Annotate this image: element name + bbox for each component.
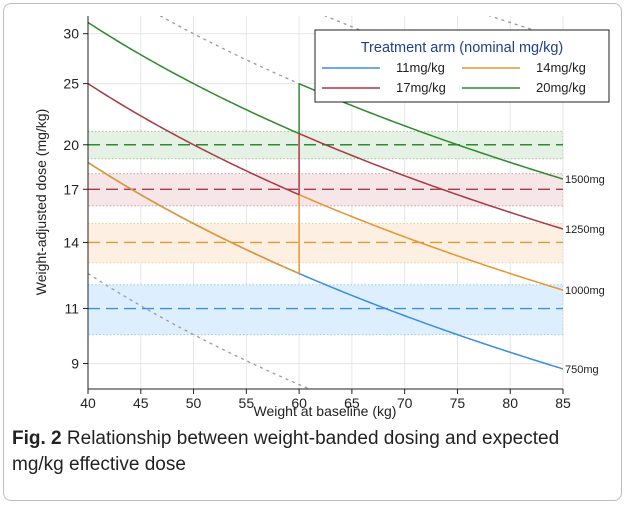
series-line <box>88 161 300 275</box>
reference-curve <box>88 272 312 389</box>
legend-title: Treatment arm (nominal mg/kg) <box>361 40 564 56</box>
series-line <box>298 132 563 230</box>
reference-dose-label: 1500mg <box>565 174 605 186</box>
x-tick-label: 80 <box>502 395 518 411</box>
x-tick-label: 50 <box>186 395 202 411</box>
figure-caption: Fig. 2 Relationship between weight-bande… <box>12 426 612 478</box>
reference-dose-label: 1000mg <box>565 285 605 297</box>
x-tick-label: 45 <box>133 395 149 411</box>
y-tick-label: 30 <box>63 26 79 42</box>
legend-label: 11mg/kg <box>396 60 445 75</box>
legend-label: 20mg/kg <box>536 80 586 95</box>
reference-dose-labels: 750mg 1000mg 1250mg 1500mg <box>565 174 605 376</box>
x-tick-label: 60 <box>291 395 307 411</box>
x-tick-label: 40 <box>80 395 96 411</box>
series-line <box>298 272 563 370</box>
target-band <box>88 284 563 336</box>
y-axis-title: Weight-adjusted dose (mg/kg) <box>33 109 49 296</box>
target-bands <box>88 130 563 336</box>
y-tick-label: 20 <box>63 137 79 153</box>
y-tick-label: 11 <box>64 301 79 317</box>
x-tick-label: 65 <box>344 395 360 411</box>
reference-dose-label: 1250mg <box>565 224 605 236</box>
axes: 40 45 50 55 60 65 70 75 80 85 9 11 14 17 20 25 30 <box>63 16 571 411</box>
y-tick-label: 9 <box>71 355 79 371</box>
chart: 750mg 1000mg 1250mg 1500mg 40 45 50 55 60 65 70 75… <box>33 16 610 419</box>
x-tick-label: 85 <box>555 395 571 411</box>
x-tick-label: 55 <box>239 395 255 411</box>
x-tick-label: 70 <box>397 395 413 411</box>
series-lines <box>88 21 563 370</box>
caption-text: Relationship between weight-banded dosin… <box>12 428 560 475</box>
legend-box <box>314 29 610 103</box>
caption-label: Fig. 2 <box>12 428 62 449</box>
legend-label: 14mg/kg <box>536 60 586 75</box>
x-tick-label: 75 <box>450 395 466 411</box>
y-tick-label: 17 <box>63 181 79 197</box>
legend-label: 17mg/kg <box>396 80 446 95</box>
series-line <box>88 21 300 135</box>
legend: Treatment arm (nominal mg/kg) 11mg/kg 14mg… <box>314 29 610 103</box>
reference-dose-label: 750mg <box>565 364 599 376</box>
y-tick-label: 25 <box>63 76 79 92</box>
target-band <box>88 223 563 264</box>
y-tick-label: 14 <box>63 234 79 250</box>
series-line <box>88 82 300 196</box>
x-axis-title: Weight at baseline (kg) <box>254 403 397 419</box>
series-line <box>298 194 563 291</box>
